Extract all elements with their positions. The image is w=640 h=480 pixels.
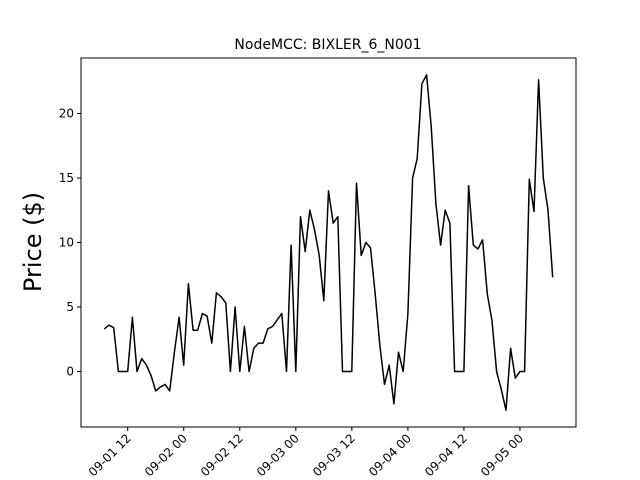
plot-frame xyxy=(80,57,577,428)
y-tick-label: 15 xyxy=(59,171,74,185)
chart-title: NodeMCC: BIXLER_6_N001 xyxy=(234,37,421,53)
x-tick-label: 09-05 00 xyxy=(478,431,526,479)
y-tick-label: 10 xyxy=(59,236,74,250)
y-tick-label: 20 xyxy=(59,106,74,120)
price-line xyxy=(103,74,554,411)
x-tick-label: 09-02 12 xyxy=(198,431,246,479)
x-tick-label: 09-02 00 xyxy=(142,431,190,479)
x-tick-label: 09-04 12 xyxy=(422,431,470,479)
x-tick-label: 09-03 12 xyxy=(310,431,358,479)
y-axis-label: Price ($) xyxy=(19,192,47,292)
x-tick-label: 09-03 00 xyxy=(254,431,302,479)
y-tick-label: 5 xyxy=(66,300,74,314)
x-tick-label: 09-04 00 xyxy=(366,431,414,479)
x-tick-label: 09-01 12 xyxy=(86,431,134,479)
y-tick-label: 0 xyxy=(66,365,74,379)
